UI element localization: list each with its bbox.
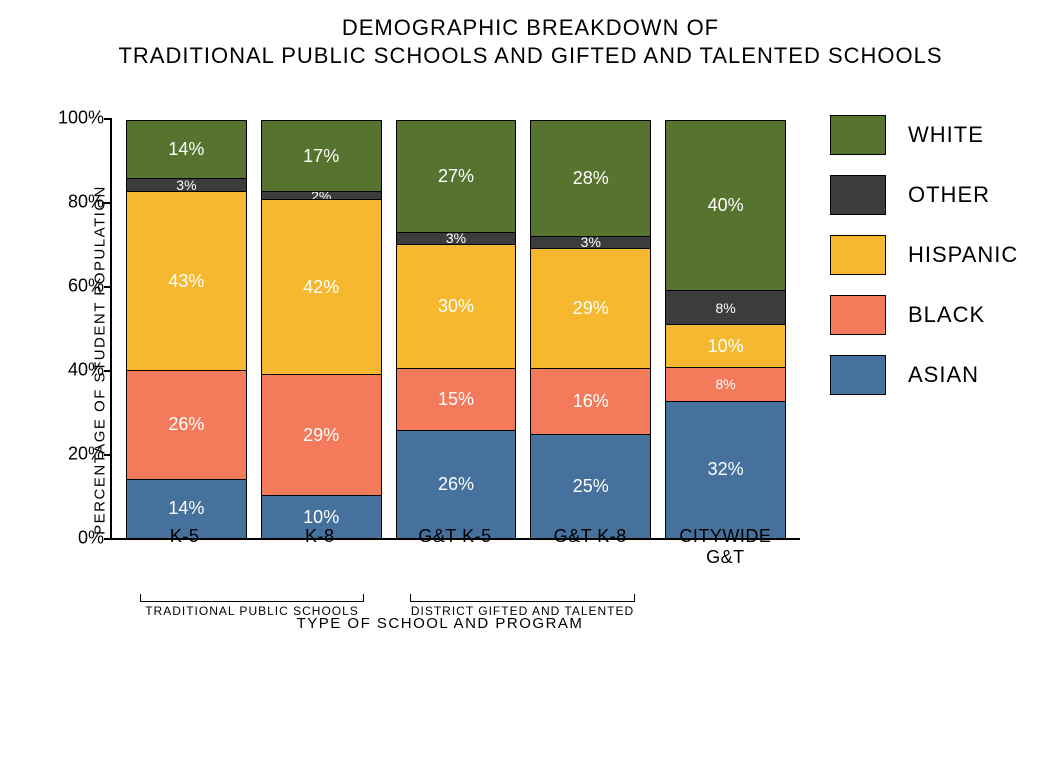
chart-title-line1: DEMOGRAPHIC BREAKDOWN OF	[0, 14, 1061, 42]
legend-label: WHITE	[908, 122, 984, 148]
bars-row: 14%26%43%3%14%10%29%42%2%17%26%15%30%3%2…	[112, 120, 800, 538]
legend-swatch	[830, 175, 886, 215]
legend-label: HISPANIC	[908, 242, 1018, 268]
ytick-mark	[104, 370, 112, 372]
bar-segment-hispanic: 42%	[262, 200, 381, 375]
bar-segment-hispanic: 30%	[397, 245, 516, 369]
ytick-label: 40%	[68, 360, 104, 381]
plot: 0%20%40%60%80%100% 14%26%43%3%14%10%29%4…	[110, 120, 800, 540]
ytick-label: 20%	[68, 444, 104, 465]
chart-title-line2: TRADITIONAL PUBLIC SCHOOLS AND GIFTED AN…	[0, 42, 1061, 70]
legend-label: BLACK	[908, 302, 985, 328]
x-axis-label: TYPE OF SCHOOL AND PROGRAM	[297, 615, 584, 632]
bar-segment-black: 26%	[127, 371, 246, 479]
bar-segment-white: 14%	[127, 121, 246, 179]
legend-item-white: WHITE	[830, 115, 1040, 155]
legend-swatch	[830, 115, 886, 155]
bar-segment-black: 8%	[666, 368, 785, 402]
group-bracket	[410, 594, 635, 602]
legend-item-black: BLACK	[830, 295, 1040, 335]
bar: 10%29%42%2%17%	[261, 120, 382, 538]
bar: 26%15%30%3%27%	[396, 120, 517, 538]
bar-segment-asian: 25%	[531, 435, 650, 538]
legend-item-hispanic: HISPANIC	[830, 235, 1040, 275]
bar-segment-other: 8%	[666, 291, 785, 325]
ytick-label: 80%	[68, 192, 104, 213]
x-labels: K-5 K-8 G&T K-5 G&T K-8 CITYWIDE G&T	[110, 526, 800, 568]
x-label: K-8	[259, 526, 380, 568]
group-bracket	[140, 594, 364, 602]
bar-segment-asian: 32%	[666, 402, 785, 538]
bar-segment-hispanic: 43%	[127, 192, 246, 371]
chart-area: PERCENTAGE OF STUDENT POPULATION 0%20%40…	[80, 110, 800, 610]
bar-segment-hispanic: 29%	[531, 249, 650, 369]
x-label: G&T K-8	[530, 526, 651, 568]
bar-segment-other: 3%	[127, 179, 246, 192]
bar-segment-white: 17%	[262, 121, 381, 192]
bar-segment-asian: 26%	[397, 431, 516, 538]
bar-segment-hispanic: 10%	[666, 325, 785, 368]
bar-segment-other: 3%	[397, 233, 516, 245]
bar-segment-white: 40%	[666, 121, 785, 291]
legend-swatch	[830, 295, 886, 335]
bar-segment-black: 29%	[262, 375, 381, 496]
legend-swatch	[830, 355, 886, 395]
bar-segment-other: 2%	[262, 192, 381, 200]
ytick-mark	[104, 286, 112, 288]
x-label: K-5	[124, 526, 245, 568]
x-label: G&T K-5	[394, 526, 515, 568]
legend-item-asian: ASIAN	[830, 355, 1040, 395]
bar-segment-other: 3%	[531, 237, 650, 249]
legend: WHITE OTHER HISPANIC BLACK ASIAN	[830, 115, 1040, 415]
legend-item-other: OTHER	[830, 175, 1040, 215]
ytick-label: 0%	[78, 528, 104, 549]
chart-title: DEMOGRAPHIC BREAKDOWN OF TRADITIONAL PUB…	[0, 0, 1061, 69]
legend-label: OTHER	[908, 182, 990, 208]
bar: 32%8%10%8%40%	[665, 120, 786, 538]
ytick-mark	[104, 118, 112, 120]
legend-label: ASIAN	[908, 362, 979, 388]
legend-swatch	[830, 235, 886, 275]
bar-segment-black: 15%	[397, 369, 516, 431]
bar-segment-white: 28%	[531, 121, 650, 237]
ytick-label: 100%	[58, 108, 104, 129]
bar: 14%26%43%3%14%	[126, 120, 247, 538]
ytick-mark	[104, 454, 112, 456]
bar-segment-white: 27%	[397, 121, 516, 232]
ytick-label: 60%	[68, 276, 104, 297]
x-label: CITYWIDE G&T	[665, 526, 786, 568]
ytick-mark	[104, 202, 112, 204]
bar: 25%16%29%3%28%	[530, 120, 651, 538]
bar-segment-black: 16%	[531, 369, 650, 435]
